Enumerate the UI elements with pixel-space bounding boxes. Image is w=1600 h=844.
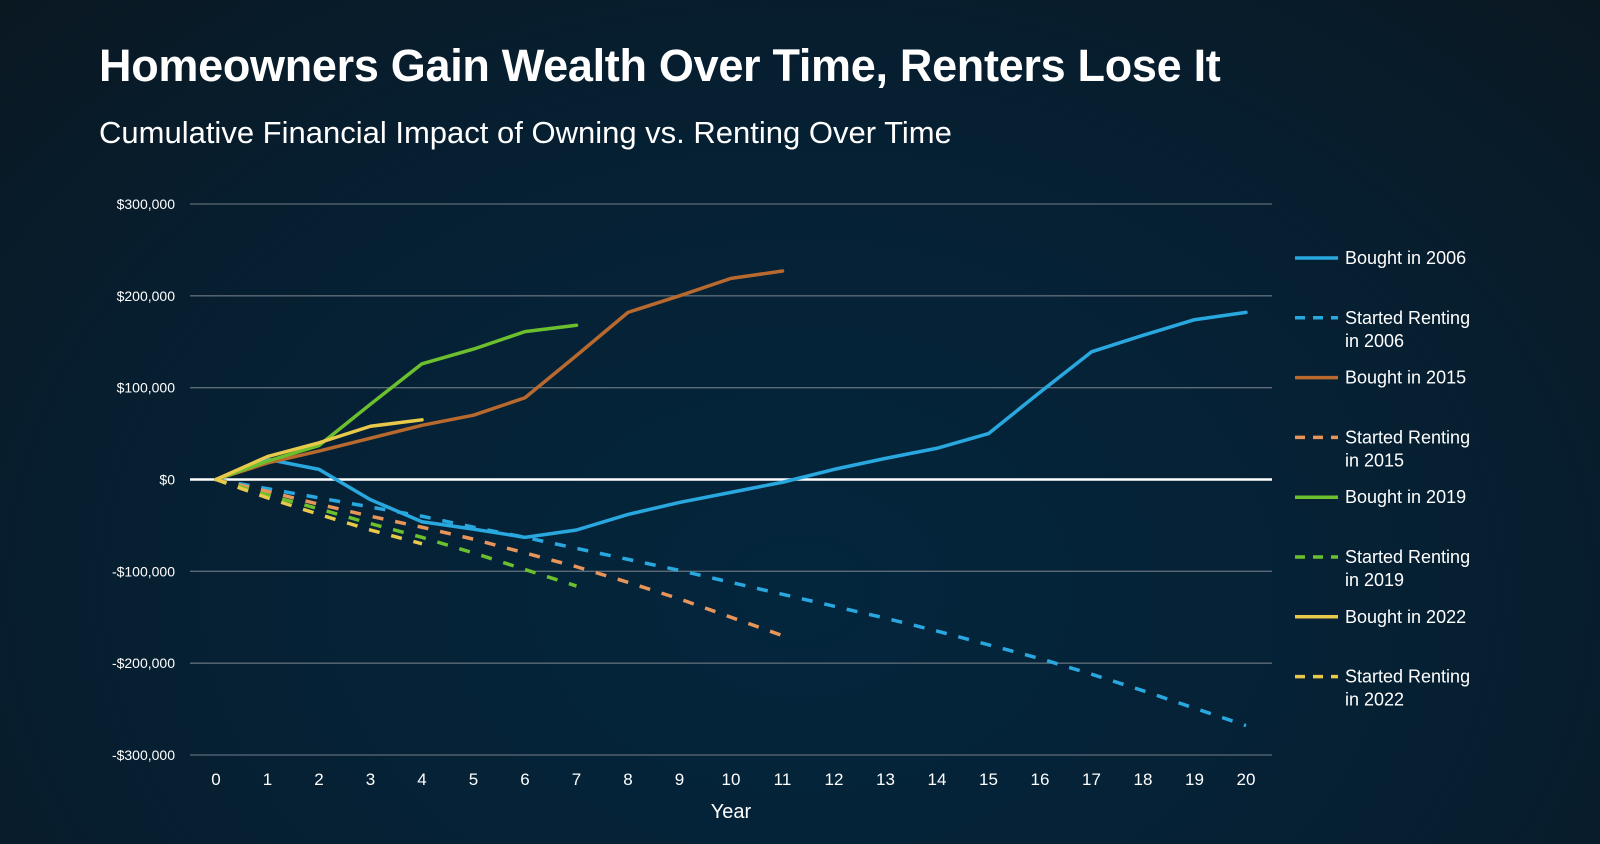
series-line-started-renting-in-2019 (215, 477, 578, 588)
legend-label: Bought in 2019 (1345, 487, 1466, 507)
series-line-bought-in-2022 (214, 418, 424, 482)
x-tick-label: 14 (928, 770, 947, 789)
legend-label: Bought in 2006 (1345, 248, 1466, 268)
series-line-started-renting-in-2006 (215, 477, 1247, 728)
x-tick-label: 16 (1031, 770, 1050, 789)
chart-subtitle: Cumulative Financial Impact of Owning vs… (99, 115, 952, 150)
x-tick-label: 0 (211, 770, 220, 789)
x-tick-label: 19 (1185, 770, 1204, 789)
legend-label: Started Renting (1345, 308, 1470, 328)
x-tick-label: 9 (675, 770, 684, 789)
x-tick-label: 6 (520, 770, 529, 789)
x-tick-label: 13 (876, 770, 895, 789)
x-tick-label: 20 (1237, 770, 1256, 789)
x-tick-label: 15 (979, 770, 998, 789)
y-tick-label: -$300,000 (112, 747, 175, 763)
x-tick-label: 12 (825, 770, 844, 789)
legend-label: Started Renting (1345, 667, 1470, 687)
legend-label: Started Renting (1345, 547, 1470, 567)
x-axis-label: Year (711, 801, 752, 823)
legend-label: in 2022 (1345, 690, 1404, 710)
series-line-bought-in-2006 (214, 310, 1248, 540)
x-tick-label: 1 (263, 770, 272, 789)
y-tick-label: -$100,000 (112, 563, 175, 579)
series-line-started-renting-in-2015 (215, 477, 784, 638)
chart-title: Homeowners Gain Wealth Over Time, Renter… (99, 40, 1221, 91)
series-line-started-renting-in-2022 (215, 477, 423, 546)
legend-label: in 2006 (1345, 331, 1404, 351)
x-tick-label: 18 (1134, 770, 1153, 789)
legend-label: in 2015 (1345, 450, 1404, 470)
y-tick-label: $300,000 (117, 196, 176, 212)
x-tick-label: 2 (314, 770, 323, 789)
x-tick-label: 4 (417, 770, 426, 789)
legend-label: Started Renting (1345, 427, 1470, 447)
y-tick-label: $0 (159, 472, 175, 488)
x-tick-label: 17 (1082, 770, 1101, 789)
y-tick-label: $100,000 (117, 380, 176, 396)
series-line-bought-in-2015 (214, 269, 785, 482)
x-tick-label: 10 (722, 770, 741, 789)
y-tick-label: $200,000 (117, 288, 176, 304)
legend-label: Bought in 2022 (1345, 607, 1466, 627)
series-line-bought-in-2019 (214, 323, 579, 482)
legend-label: in 2019 (1345, 570, 1404, 590)
y-tick-label: -$200,000 (112, 655, 175, 671)
x-tick-label: 7 (572, 770, 581, 789)
x-tick-label: 5 (469, 770, 478, 789)
x-tick-label: 8 (623, 770, 632, 789)
x-tick-label: 3 (366, 770, 375, 789)
legend-label: Bought in 2015 (1345, 368, 1466, 388)
x-tick-label: 11 (774, 770, 792, 789)
